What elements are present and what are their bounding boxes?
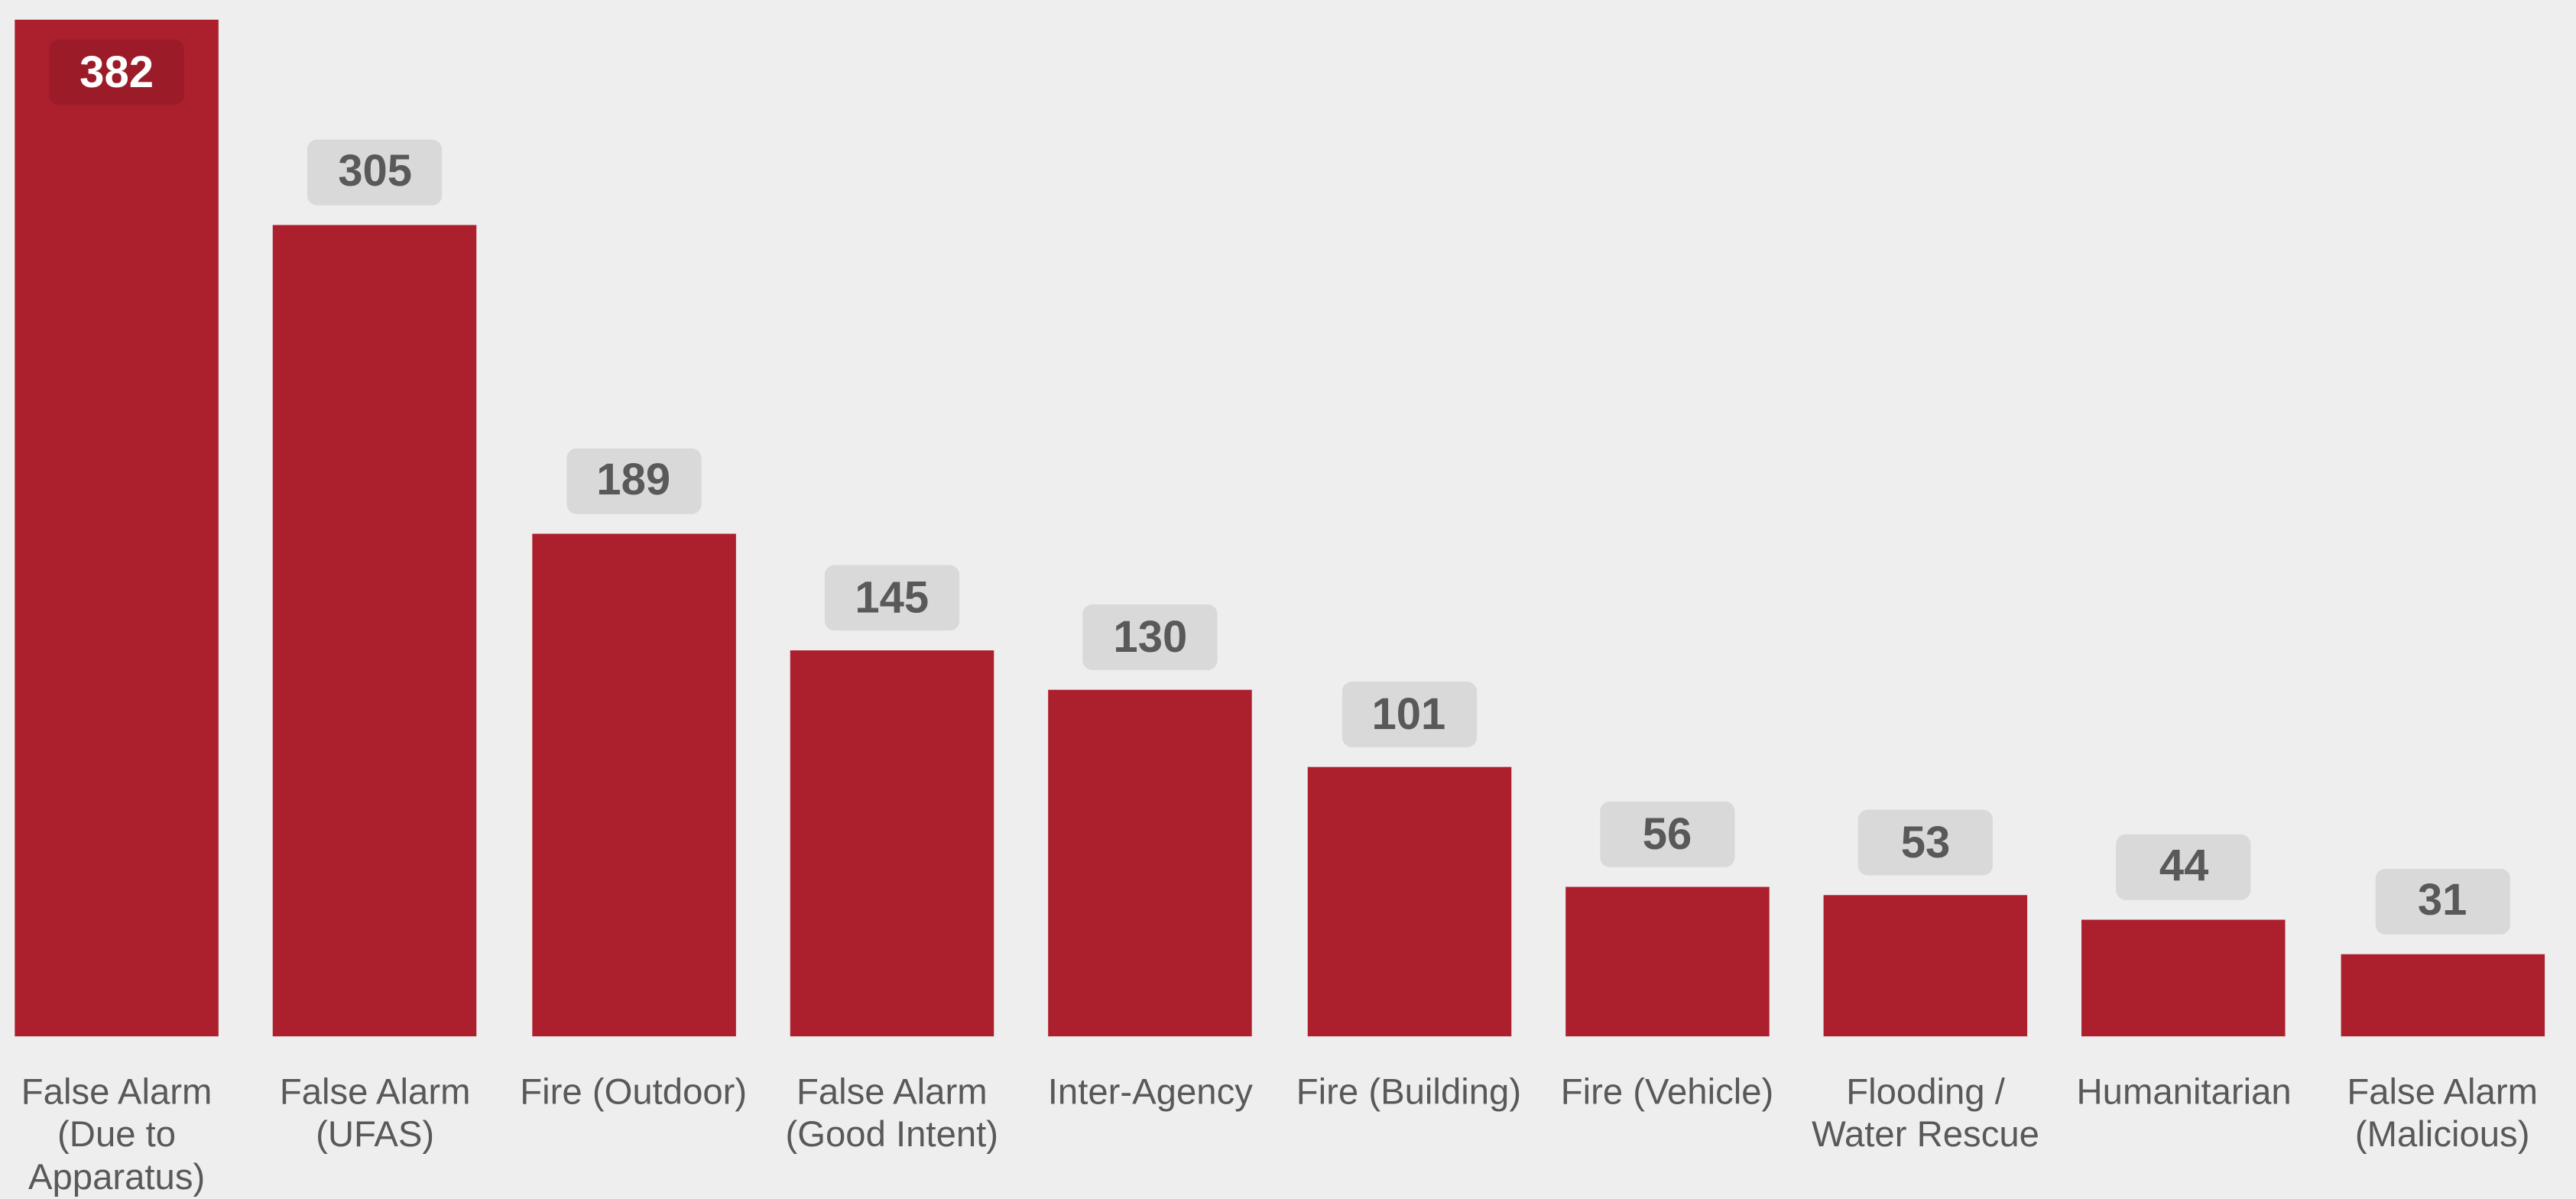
bar [15, 19, 219, 1037]
bar [1306, 767, 1511, 1037]
x-tick-label: Fire (Building) [1296, 1071, 1522, 1113]
bar [2081, 919, 2286, 1037]
x-tick-label: False Alarm (UFAS) [279, 1071, 471, 1155]
value-label: 189 [566, 448, 701, 514]
value-label: 145 [824, 565, 959, 631]
value-label: 53 [1857, 809, 1994, 876]
bar [273, 224, 477, 1037]
x-tick-label: Humanitarian [2076, 1071, 2292, 1113]
x-tick-label: False Alarm (Malicious) [2347, 1071, 2539, 1155]
x-tick-label: Flooding / Water Rescue [1812, 1071, 2039, 1155]
bar [1565, 887, 1770, 1037]
x-tick-label: False Alarm (Due to Apparatus) [21, 1071, 213, 1197]
value-label: 130 [1082, 604, 1218, 671]
bar [1823, 895, 2028, 1037]
bar [1048, 690, 1253, 1037]
value-label: 305 [307, 139, 443, 206]
value-label: 31 [2375, 868, 2510, 935]
x-tick-label: Fire (Vehicle) [1560, 1071, 1774, 1113]
value-label: 101 [1341, 682, 1477, 748]
x-tick-label: Fire (Outdoor) [520, 1071, 748, 1113]
x-tick-label: Inter-Agency [1047, 1071, 1253, 1113]
bar [790, 650, 994, 1037]
value-label: 56 [1599, 802, 1735, 868]
value-label: 382 [49, 39, 184, 105]
bar [2340, 954, 2545, 1037]
x-tick-label: False Alarm (Good Intent) [785, 1071, 999, 1155]
value-label: 44 [2117, 834, 2252, 900]
bar [531, 533, 735, 1037]
